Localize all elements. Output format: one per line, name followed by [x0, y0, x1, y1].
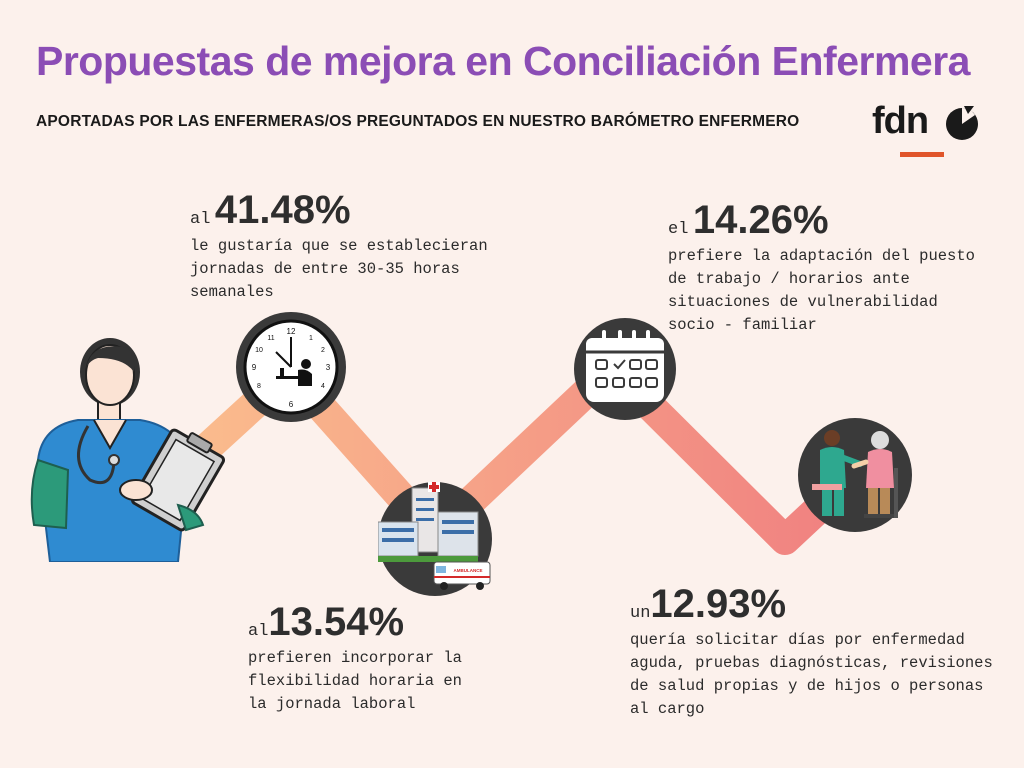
stat-description: quería solicitar días por enfermedad agu…: [630, 631, 993, 718]
svg-text:11: 11: [267, 335, 274, 342]
clock-badge: 12 3 6 9 11 10 1 2 4 8: [236, 312, 346, 422]
stat-value: 12.93%: [650, 582, 787, 626]
svg-text:8: 8: [257, 383, 261, 390]
stat-card-4: un12.93% quería solicitar días por enfer…: [630, 582, 1005, 721]
stat-card-1: al 41.48% le gustaría que se establecier…: [190, 188, 520, 304]
stat-value: 41.48%: [214, 188, 351, 232]
stat-value: 13.54%: [268, 600, 405, 644]
logo-text: fdn: [872, 100, 929, 142]
stat-description: le gustaría que se establecieran jornada…: [190, 237, 488, 301]
hospital-badge: AMBULANCE: [378, 482, 492, 596]
stat-prefix: un: [630, 604, 651, 623]
fdn-logo: fdn: [872, 100, 982, 160]
stat-description: prefiere la adaptación del puesto de tra…: [668, 247, 975, 334]
stat-value: 14.26%: [692, 198, 829, 242]
page-title: Propuestas de mejora en Conciliación Enf…: [36, 38, 970, 84]
svg-text:10: 10: [255, 347, 263, 354]
calendar-badge: [574, 318, 676, 420]
ambulance-label: AMBULANCE: [454, 568, 483, 573]
svg-text:1: 1: [309, 335, 313, 342]
caregiver-icon: [812, 430, 898, 518]
svg-text:6: 6: [289, 400, 294, 409]
caregiver-badge: [798, 418, 912, 532]
pie-logo-icon: [946, 106, 978, 140]
stat-card-3: el 14.26% prefiere la adaptación del pue…: [668, 198, 988, 337]
stat-prefix: al: [190, 210, 211, 229]
stat-prefix: al: [248, 622, 269, 641]
hospital-icon: AMBULANCE: [378, 482, 491, 590]
clock-icon: 12 3 6 9 11 10 1 2 4 8: [243, 319, 339, 415]
svg-text:12: 12: [287, 327, 296, 336]
svg-text:4: 4: [321, 383, 325, 390]
logo-underline: [900, 152, 944, 157]
page-subtitle: APORTADAS POR LAS ENFERMERAS/OS PREGUNTA…: [36, 113, 800, 130]
stat-prefix: el: [668, 220, 689, 239]
stat-description: prefieren incorporar la flexibilidad hor…: [248, 649, 462, 713]
svg-text:9: 9: [252, 363, 257, 372]
calendar-icon: [586, 330, 664, 402]
svg-text:3: 3: [326, 363, 331, 372]
nurse-illustration: [30, 338, 226, 562]
svg-text:2: 2: [321, 347, 325, 354]
stat-card-2: al13.54% prefieren incorporar la flexibi…: [248, 600, 478, 716]
